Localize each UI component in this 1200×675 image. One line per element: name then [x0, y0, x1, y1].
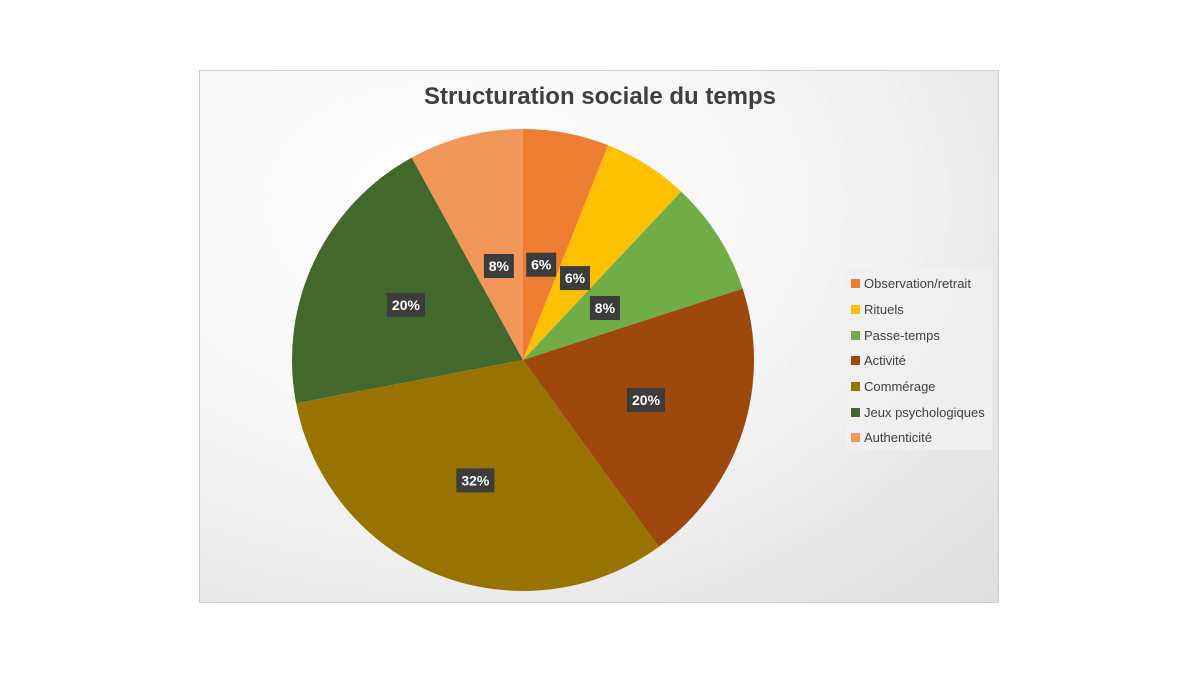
legend-swatch — [851, 330, 860, 340]
chart-title: Structuration sociale du temps — [423, 83, 777, 110]
legend-item-activite: Activité — [851, 348, 992, 374]
legend-swatch — [851, 305, 860, 315]
data-label-text: 20% — [392, 297, 421, 313]
legend-label: Observation/retrait — [864, 276, 971, 292]
legend-label: Activité — [864, 353, 906, 369]
legend-item-jeux-psychologiques: Jeux psychologiques — [851, 399, 992, 425]
data-label-box — [559, 266, 590, 291]
data-label-box — [589, 296, 620, 321]
legend-item-observation-retrait: Observation/retrait — [851, 271, 992, 297]
legend-label: Commérage — [864, 379, 936, 395]
legend-label: Rituels — [864, 302, 904, 318]
chart-area: Structuration sociale du temps 6% 6% 8% 20%… — [199, 70, 999, 603]
legend-swatch — [851, 279, 860, 289]
legend-label: Authenticité — [864, 430, 932, 446]
legend-item-commerage: Commérage — [851, 374, 992, 400]
legend-label: Passe-temps — [864, 327, 940, 343]
data-label-observation-retrait: 6% — [526, 252, 557, 277]
legend-swatch — [851, 433, 860, 443]
data-label-jeux-psychologiques: 20% — [386, 292, 425, 317]
data-label-activite: 20% — [627, 387, 666, 412]
legend-swatch — [851, 382, 860, 392]
data-label-text: 6% — [565, 270, 586, 286]
data-label-text: 8% — [489, 258, 510, 274]
pie-chart: 6% 6% 8% 20% 32% 20% 8% — [292, 129, 754, 591]
legend-swatch — [851, 356, 860, 366]
data-label-box — [526, 252, 557, 277]
data-label-passe-temps: 8% — [589, 296, 620, 321]
data-label-box — [627, 387, 666, 412]
pie-slice-activite — [523, 288, 754, 547]
data-label-text: 20% — [632, 392, 661, 408]
pie-slice-passe-temps — [523, 191, 743, 360]
pie-slice-observation-retrait — [523, 129, 609, 360]
data-label-text: 32% — [461, 472, 490, 488]
legend-item-passe-temps: Passe-temps — [851, 322, 992, 348]
data-label-authenticite: 8% — [483, 254, 514, 279]
data-label-box — [386, 292, 425, 317]
legend-label: Jeux psychologiques — [864, 404, 985, 420]
legend-item-authenticite: Authenticité — [851, 425, 992, 451]
pie-slice-authenticite — [411, 129, 523, 360]
data-label-commerage: 32% — [456, 468, 495, 493]
data-label-box — [483, 254, 514, 279]
legend-swatch — [851, 407, 860, 417]
legend: Observation/retrait Rituels Passe-temps Act… — [846, 268, 992, 450]
data-label-box — [456, 468, 495, 493]
data-label-text: 8% — [595, 300, 616, 316]
data-label-text: 6% — [531, 257, 552, 273]
data-label-rituels: 6% — [559, 266, 590, 291]
pie-slice-rituels — [523, 145, 682, 360]
legend-item-rituels: Rituels — [851, 297, 992, 323]
pie-slice-jeux-psychologiques — [292, 157, 523, 404]
